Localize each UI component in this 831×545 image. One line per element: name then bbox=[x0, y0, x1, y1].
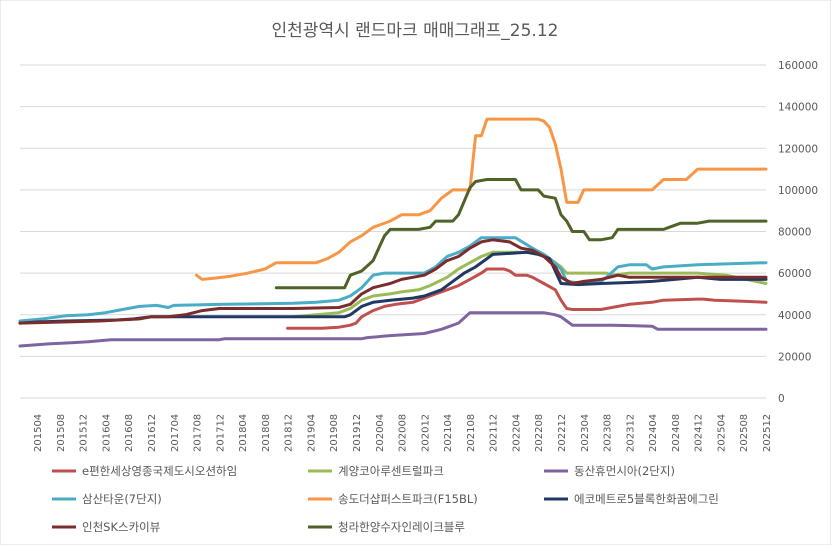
x-tick-label: 201712 bbox=[215, 414, 226, 452]
gridlines bbox=[20, 64, 766, 399]
x-tick-label: 201912 bbox=[352, 414, 363, 452]
x-tick-label: 202308 bbox=[603, 414, 614, 452]
legend-label: 계양코아루센트럴파크 bbox=[338, 464, 444, 478]
series-line-1 bbox=[286, 267, 768, 330]
y-tick-label: 160000 bbox=[778, 60, 818, 72]
legend-label: 송도더샵퍼스트파크(F15BL) bbox=[338, 492, 478, 506]
x-tick-label: 202204 bbox=[511, 414, 522, 452]
x-tick-label: 201908 bbox=[329, 414, 340, 452]
y-tick-label: 0 bbox=[778, 393, 785, 405]
x-tick-label: 202112 bbox=[489, 414, 500, 452]
y-tick-label: 120000 bbox=[778, 143, 818, 155]
y-tick-label: 40000 bbox=[778, 310, 811, 322]
y-tick-label: 60000 bbox=[778, 268, 811, 280]
y-tick-label: 20000 bbox=[778, 351, 811, 363]
y-tick-label: 140000 bbox=[778, 102, 818, 114]
x-tick-label: 201808 bbox=[261, 414, 272, 452]
legend-label: 인천SK스카이뷰 bbox=[82, 520, 160, 534]
x-tick-label: 202412 bbox=[694, 414, 705, 452]
series-lines bbox=[18, 117, 768, 348]
x-tick-label: 202012 bbox=[420, 414, 431, 452]
x-tick-label: 202512 bbox=[762, 414, 773, 452]
x-tick-label: 201504 bbox=[33, 414, 44, 452]
x-tick-label: 202208 bbox=[534, 414, 545, 452]
series-line-4 bbox=[18, 236, 768, 323]
x-tick-label: 201604 bbox=[101, 414, 112, 452]
x-tick-label: 201904 bbox=[306, 414, 317, 452]
x-tick-label: 201704 bbox=[170, 414, 181, 452]
x-tick-label: 202408 bbox=[671, 414, 682, 452]
x-tick-label: 202004 bbox=[375, 414, 386, 452]
legend-label: 동산휴먼시아(2단지) bbox=[574, 464, 675, 478]
x-tick-label: 201508 bbox=[56, 414, 67, 452]
legend-label: e편한세상영종국제도시오션하임 bbox=[82, 464, 237, 478]
x-axis: 201504 201508 201512 201604 201608 201612 2017… bbox=[33, 414, 773, 452]
y-axis: 0 20000 40000 60000 80000 100000 120000 140000 1… bbox=[778, 60, 818, 405]
legend: e편한세상영종국제도시오션하임 계양코아루센트럴파크 동산휴먼시아(2단지) 삼산타운… bbox=[52, 464, 719, 534]
x-tick-label: 202212 bbox=[557, 414, 568, 452]
x-tick-label: 202404 bbox=[648, 414, 659, 452]
legend-label: 청라한양수자인레이크블루 bbox=[338, 520, 465, 534]
x-tick-label: 202312 bbox=[625, 414, 636, 452]
x-tick-label: 201812 bbox=[284, 414, 295, 452]
x-tick-label: 202008 bbox=[398, 414, 409, 452]
y-tick-label: 100000 bbox=[778, 185, 818, 197]
x-tick-label: 202304 bbox=[580, 414, 591, 452]
x-tick-label: 202108 bbox=[466, 414, 477, 452]
x-tick-label: 202504 bbox=[716, 414, 727, 452]
x-tick-label: 201608 bbox=[124, 414, 135, 452]
x-tick-label: 201708 bbox=[193, 414, 204, 452]
legend-label: 삼산타운(7단지) bbox=[82, 492, 162, 506]
series-line-3 bbox=[18, 311, 768, 348]
series-line-8 bbox=[274, 178, 768, 290]
y-tick-label: 80000 bbox=[778, 227, 811, 239]
x-tick-label: 202508 bbox=[739, 414, 750, 452]
x-tick-label: 202104 bbox=[443, 414, 454, 452]
x-tick-label: 201612 bbox=[147, 414, 158, 452]
x-tick-label: 201804 bbox=[238, 414, 249, 452]
series-line-7 bbox=[18, 238, 768, 325]
x-tick-label: 201512 bbox=[79, 414, 90, 452]
series-line-5 bbox=[195, 117, 768, 281]
legend-label: 에코메트로5블록한화꿈에그린 bbox=[574, 492, 719, 506]
chart-title: 인천광역시 랜드마크 매매그래프_25.12 bbox=[272, 21, 559, 41]
